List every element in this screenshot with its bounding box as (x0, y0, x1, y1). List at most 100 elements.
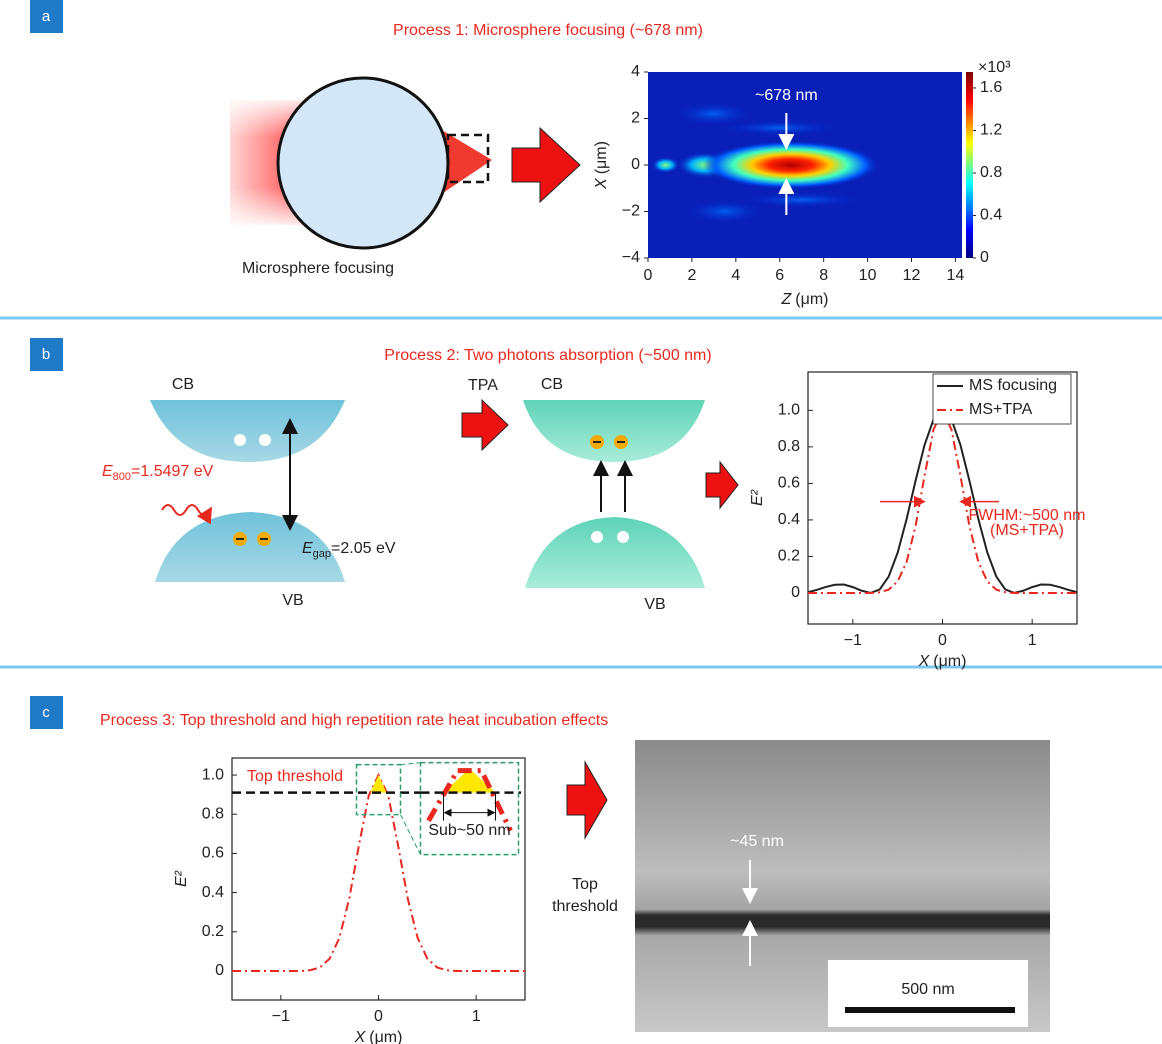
field-lobe (652, 157, 680, 173)
subscript: 800 (113, 471, 131, 483)
value: =2.05 eV (331, 540, 396, 557)
scale-bar-label: 500 nm (901, 981, 954, 998)
y-tick-label: −4 (622, 249, 640, 266)
x-tick-label: 10 (859, 267, 877, 284)
process-arrow (706, 462, 738, 508)
hole (259, 434, 271, 446)
x-tick-label: 6 (775, 267, 784, 284)
x-axis-label: X(μm) (354, 1029, 403, 1044)
symbol: X (354, 1029, 367, 1044)
y-tick-label: 0.4 (778, 511, 800, 528)
subscript: gap (313, 548, 331, 560)
band-label: CB (541, 376, 563, 393)
valence-band (525, 517, 705, 588)
x-tick-label: 0 (374, 1008, 383, 1025)
figure: a b c Process 1: Microsphere focusing (~… (0, 0, 1162, 1044)
y-tick-label: 0.8 (778, 438, 800, 455)
series-line (808, 410, 1077, 593)
unit: (μm) (795, 291, 828, 308)
legend-label: MS focusing (969, 377, 1057, 394)
colorbar-tick-label: 0.4 (980, 207, 1002, 224)
width-annotation: ~45 nm (730, 833, 784, 850)
focal-spot (703, 141, 879, 189)
x-axis-label: Z(μm) (781, 291, 829, 308)
panel-title: Process 3: Top threshold and high repeti… (100, 712, 608, 729)
x-tick-label: 4 (731, 267, 740, 284)
unit: (μm) (369, 1029, 402, 1044)
symbol: E (102, 463, 113, 480)
colorbar-tick-label: 0 (980, 249, 989, 266)
colorbar-scale: ×10³ (978, 59, 1011, 76)
y-tick-label: 0.4 (202, 884, 224, 901)
y-tick-label: 0.2 (778, 548, 800, 565)
y-axis-label: X (μm) (593, 141, 610, 190)
x-tick-label: −1 (844, 632, 862, 649)
y-axis-label: E² (173, 870, 190, 887)
y-tick-label: 1.0 (778, 402, 800, 419)
x-tick-label: 14 (947, 267, 965, 284)
hole (591, 531, 603, 543)
band-label: VB (282, 592, 303, 609)
x-tick-label: 1 (1028, 632, 1037, 649)
x-tick-label: 1 (472, 1008, 481, 1025)
panel-title: Process 1: Microsphere focusing (~678 nm… (393, 22, 703, 39)
inset-label: Sub~50 nm (428, 822, 510, 839)
y-tick-label: 1.0 (202, 766, 224, 783)
colorbar-tick-label: 1.2 (980, 122, 1002, 139)
y-tick-label: 0.6 (202, 845, 224, 862)
y-tick-label: −2 (622, 203, 640, 220)
band-label: VB (644, 596, 665, 613)
y-axis-label: E² (749, 489, 766, 506)
panel-label: c (42, 704, 50, 721)
x-tick-label: 0 (644, 267, 653, 284)
symbol: X (918, 653, 931, 670)
process-arrow (512, 128, 580, 202)
arrow-label: Top (572, 876, 598, 893)
x-tick-label: 12 (903, 267, 921, 284)
photon (162, 505, 210, 515)
field-lobe (742, 192, 862, 208)
legend-label: MS+TPA (969, 401, 1033, 418)
y-tick-label: 4 (631, 63, 640, 80)
colorbar-tick-label: 1.6 (980, 79, 1002, 96)
x-tick-label: 8 (819, 267, 828, 284)
symbol: E (302, 540, 313, 557)
y-tick-label: 0 (215, 962, 224, 979)
symbol: Z (781, 291, 793, 308)
hole (617, 531, 629, 543)
y-tick-label: 2 (631, 110, 640, 127)
y-tick-label: 0.2 (202, 923, 224, 940)
symbol: X (593, 177, 610, 190)
scale-bar (845, 1007, 1015, 1013)
x-tick-label: 0 (938, 632, 947, 649)
field-lobe (720, 120, 840, 136)
threshold-label: Top threshold (247, 768, 343, 785)
arrow-label: threshold (552, 898, 618, 915)
process-arrow (567, 762, 607, 838)
panel-label: a (42, 8, 51, 25)
above-threshold (371, 775, 387, 793)
process-arrow (462, 400, 508, 450)
zoom-link (401, 763, 421, 765)
conduction-band (150, 400, 345, 462)
zoom-link (401, 815, 421, 855)
x-axis-label: X(μm) (918, 653, 967, 670)
annotation: ~678 nm (755, 87, 818, 104)
arrow-label: TPA (468, 377, 498, 394)
y-tick-label: 0 (791, 584, 800, 601)
caption: Microsphere focusing (242, 260, 394, 277)
annotation: (MS+TPA) (990, 522, 1064, 539)
conduction-band (523, 400, 705, 462)
colorbar (966, 72, 973, 258)
unit: (μm) (593, 141, 610, 174)
panel-title: Process 2: Two photons absorption (~500 … (384, 347, 711, 364)
band-label: CB (172, 376, 194, 393)
panel-label: b (42, 346, 50, 363)
y-tick-label: 0.6 (778, 475, 800, 492)
y-tick-label: 0.8 (202, 805, 224, 822)
y-tick-label: 0 (631, 156, 640, 173)
microsphere (278, 78, 448, 248)
series-line (808, 410, 1077, 593)
photon-energy: E800=1.5497 eV (102, 463, 214, 483)
colorbar-tick-label: 0.8 (980, 164, 1002, 181)
